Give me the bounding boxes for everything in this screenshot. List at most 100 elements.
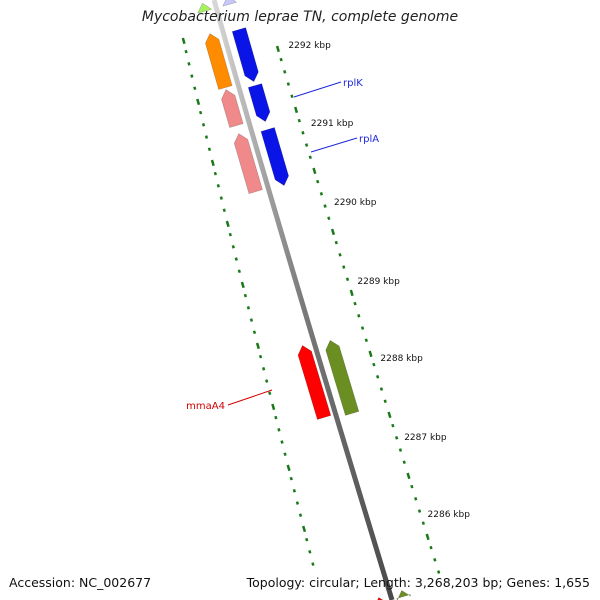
reverse-gene-rpla xyxy=(233,133,263,194)
inner-tick xyxy=(193,86,197,91)
outer-tick xyxy=(327,216,331,221)
inner-tick xyxy=(280,440,284,444)
genome-backbone xyxy=(211,0,395,600)
outer-tick xyxy=(330,228,336,236)
inner-tick xyxy=(271,403,276,411)
inner-tick xyxy=(246,306,251,310)
outer-tick xyxy=(387,411,392,419)
outer-tick xyxy=(364,338,368,343)
outer-tick xyxy=(421,521,425,526)
outer-tick xyxy=(402,460,406,465)
outer-tick xyxy=(290,94,294,99)
inner-tick xyxy=(187,62,191,66)
outer-tick xyxy=(308,155,312,160)
inner-tick xyxy=(268,391,272,396)
reverse-gene-top xyxy=(197,2,212,14)
inner-tick xyxy=(228,232,232,237)
inner-tick-ring xyxy=(181,37,315,566)
forward-gene-rpla xyxy=(260,127,289,186)
outer-tick xyxy=(429,545,433,550)
outer-tick xyxy=(312,167,317,175)
outer-tick-ring xyxy=(275,45,441,574)
gene-label-rpla: rplA xyxy=(359,134,379,145)
inner-tick xyxy=(265,379,269,383)
inner-tick xyxy=(298,513,303,518)
outer-tick xyxy=(334,240,338,245)
leader-line-rpla xyxy=(310,137,358,153)
leader-line-mmaa4 xyxy=(227,389,273,406)
outer-tick xyxy=(414,497,418,501)
outer-tick xyxy=(410,484,414,489)
outer-tick xyxy=(368,350,373,358)
inner-tick xyxy=(181,37,186,45)
outer-tick xyxy=(323,204,327,208)
inner-tick xyxy=(308,550,312,554)
outer-tick xyxy=(376,375,380,379)
inner-tick xyxy=(184,49,188,54)
reverse-gene-orange xyxy=(205,33,233,90)
outer-tick xyxy=(398,448,403,452)
leader-line-rplk xyxy=(293,81,342,98)
outer-tick xyxy=(425,533,430,541)
outer-tick xyxy=(395,436,399,440)
outer-tick xyxy=(316,179,320,184)
outer-tick xyxy=(433,558,437,562)
inner-tick xyxy=(231,245,235,249)
inner-tick xyxy=(210,159,215,167)
inner-tick xyxy=(283,452,287,457)
reverse-gene-rplk xyxy=(221,89,244,128)
outer-tick xyxy=(342,265,346,269)
gene-bottom-red xyxy=(377,597,384,600)
map-title: Mycobacterium leprae TN, complete genome xyxy=(141,9,459,25)
inner-tick xyxy=(258,354,263,359)
outer-tick xyxy=(357,314,361,318)
inner-tick xyxy=(198,110,203,115)
scale-label: 2291 kbp xyxy=(311,119,354,129)
inner-tick xyxy=(286,464,291,472)
outer-tick xyxy=(349,289,354,297)
inner-tick xyxy=(255,342,261,350)
inner-tick xyxy=(222,208,226,213)
inner-tick xyxy=(252,330,257,335)
gene-red xyxy=(297,345,332,420)
outer-tick xyxy=(283,70,287,74)
inner-tick xyxy=(204,135,209,139)
outer-tick xyxy=(286,82,290,86)
outer-tick xyxy=(437,570,441,574)
outer-tick xyxy=(297,118,301,123)
inner-tick xyxy=(305,537,309,542)
inner-tick xyxy=(213,171,217,176)
inner-tick xyxy=(243,293,247,298)
outer-tick xyxy=(301,131,305,135)
forward-gene xyxy=(231,27,259,83)
outer-tick xyxy=(319,192,324,196)
gene-mmaa4 xyxy=(325,339,360,416)
scale-label: 2288 kbp xyxy=(380,354,423,364)
inner-tick xyxy=(311,562,315,566)
genome-summary-text: Topology: circular; Length: 3,268,203 bp… xyxy=(246,575,590,590)
inner-tick xyxy=(277,428,281,432)
scale-label: 2289 kbp xyxy=(357,277,400,287)
outer-tick xyxy=(345,277,350,282)
outer-tick xyxy=(379,387,384,391)
inner-tick xyxy=(301,525,307,533)
inner-tick xyxy=(237,269,241,274)
outer-tick xyxy=(417,509,422,513)
gene-features xyxy=(197,0,412,600)
outer-tick xyxy=(279,57,283,62)
scale-label: 2292 kbp xyxy=(288,41,331,51)
inner-tick xyxy=(261,367,266,371)
scale-labels: 2292 kbp 2291 kbp 2290 kbp 2289 kbp 2288 kbp… xyxy=(288,41,470,520)
inner-tick xyxy=(234,257,238,261)
gene-bottom-olive xyxy=(396,590,412,600)
outer-tick xyxy=(275,45,280,53)
outer-tick xyxy=(406,472,411,480)
gene-label-rplk: rplK xyxy=(343,78,363,89)
gene-labels: rplK rplA mmaA4 xyxy=(186,78,379,412)
accession-text: Accession: NC_002677 xyxy=(9,575,152,590)
outer-tick xyxy=(360,326,365,330)
outer-tick xyxy=(391,423,395,428)
inner-tick xyxy=(201,123,206,127)
outer-tick xyxy=(304,143,309,147)
